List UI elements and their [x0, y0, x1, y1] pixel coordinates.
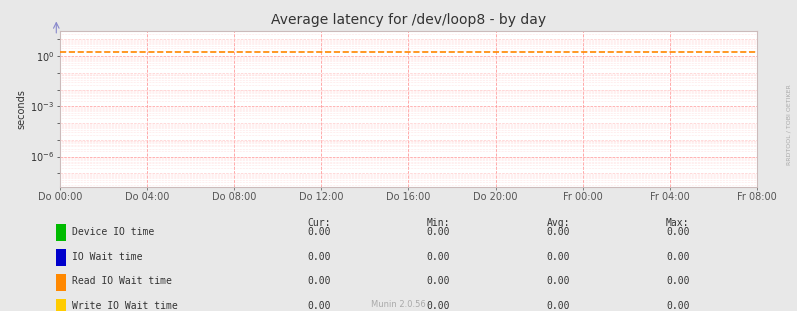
Text: 0.00: 0.00 [427, 227, 450, 237]
Y-axis label: seconds: seconds [16, 89, 26, 129]
Text: Munin 2.0.56: Munin 2.0.56 [371, 300, 426, 309]
Text: IO Wait time: IO Wait time [72, 252, 142, 262]
Text: 0.00: 0.00 [547, 276, 570, 286]
Text: 0.00: 0.00 [666, 227, 689, 237]
Text: Min:: Min: [427, 218, 450, 228]
Text: Max:: Max: [666, 218, 689, 228]
Text: 0.00: 0.00 [427, 276, 450, 286]
Text: 0.00: 0.00 [308, 276, 331, 286]
Text: 0.00: 0.00 [666, 252, 689, 262]
Text: 0.00: 0.00 [308, 227, 331, 237]
Text: 0.00: 0.00 [547, 227, 570, 237]
Text: Read IO Wait time: Read IO Wait time [72, 276, 171, 286]
Text: Write IO Wait time: Write IO Wait time [72, 301, 178, 311]
Text: 0.00: 0.00 [308, 252, 331, 262]
Text: Avg:: Avg: [547, 218, 570, 228]
Text: RRDTOOL / TOBI OETIKER: RRDTOOL / TOBI OETIKER [787, 84, 791, 165]
Text: 0.00: 0.00 [427, 252, 450, 262]
Text: Device IO time: Device IO time [72, 227, 154, 237]
Text: 0.00: 0.00 [666, 276, 689, 286]
Text: Cur:: Cur: [308, 218, 331, 228]
Text: 0.00: 0.00 [547, 252, 570, 262]
Text: 0.00: 0.00 [427, 301, 450, 311]
Title: Average latency for /dev/loop8 - by day: Average latency for /dev/loop8 - by day [271, 13, 546, 27]
Text: 0.00: 0.00 [308, 301, 331, 311]
Text: 0.00: 0.00 [666, 301, 689, 311]
Text: 0.00: 0.00 [547, 301, 570, 311]
